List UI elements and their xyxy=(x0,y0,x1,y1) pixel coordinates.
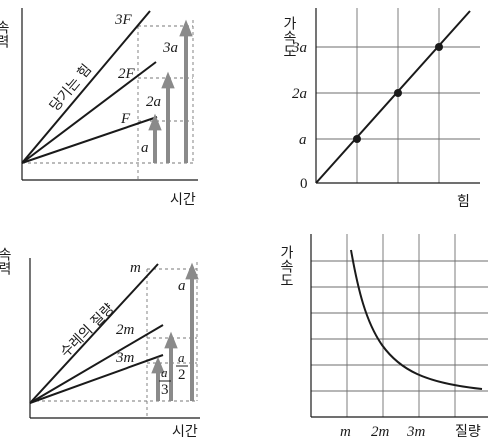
y-axis-label: 속력 xyxy=(0,247,12,275)
y-axis-label: 가속도 xyxy=(278,245,294,287)
y-axis-label: 가속도 xyxy=(281,16,297,58)
grid xyxy=(311,234,488,417)
label-m: m xyxy=(130,260,141,276)
line-3F xyxy=(21,10,151,164)
arrow-label-3a: 3a xyxy=(162,40,178,56)
panel-speed-vs-time-force: 속력 시간 3F 2F F 당기는 힘 3a 2a a xyxy=(0,8,198,208)
frac-third-den: 3 xyxy=(161,382,169,398)
x-tick-2m: 2m xyxy=(371,424,390,440)
line-caption: 당기는 힘 xyxy=(47,61,95,114)
line-caption: 수레의 질량 xyxy=(58,301,118,361)
label-2F: 2F xyxy=(118,66,136,82)
x-tick-3m: 3m xyxy=(406,424,426,440)
y-tick-a: a xyxy=(299,132,307,148)
data-point-2 xyxy=(394,89,402,97)
x-axis-label: 힘 xyxy=(457,194,470,210)
line-3m xyxy=(29,354,164,404)
inverse-curve xyxy=(350,249,483,390)
panel-speed-vs-time-mass: 속력 시간 m 2m 3m 수레의 질량 a a 2 a 3 xyxy=(0,247,200,440)
x-tick-m: m xyxy=(340,424,351,440)
frac-half-den: 2 xyxy=(178,367,186,383)
frac-half-num: a xyxy=(178,350,185,365)
x-axis-label: 시간 xyxy=(170,192,196,208)
y-tick-3a: 3a xyxy=(291,40,307,56)
data-point-3 xyxy=(435,43,443,51)
arrow-label-a: a xyxy=(141,140,149,156)
panel-acceleration-vs-force: 3a 2a a 0 가속도 힘 xyxy=(281,8,480,210)
y-tick-0: 0 xyxy=(300,176,308,192)
line-2F xyxy=(21,61,157,164)
proportional-line xyxy=(315,10,471,184)
y-axis-label-top: 속력 xyxy=(0,20,10,48)
data-point-1 xyxy=(353,135,361,143)
line-F xyxy=(21,116,158,164)
y-tick-2a: 2a xyxy=(292,86,307,102)
arrow-label-a: a xyxy=(178,278,186,294)
line-m xyxy=(29,263,159,404)
x-axis-label: 질량 xyxy=(455,424,481,440)
label-2m: 2m xyxy=(116,322,135,338)
arrow-label-2a: 2a xyxy=(146,94,161,110)
x-axis-label: 시간 xyxy=(172,424,198,440)
line-2m xyxy=(29,324,164,404)
label-F: F xyxy=(120,111,131,127)
frac-third-num: a xyxy=(161,365,168,380)
label-3m: 3m xyxy=(115,350,135,366)
dashed-guides xyxy=(22,20,194,180)
label-3F: 3F xyxy=(114,12,133,28)
panel-acceleration-vs-mass: 가속도 m 2m 3m 질량 xyxy=(278,234,488,440)
